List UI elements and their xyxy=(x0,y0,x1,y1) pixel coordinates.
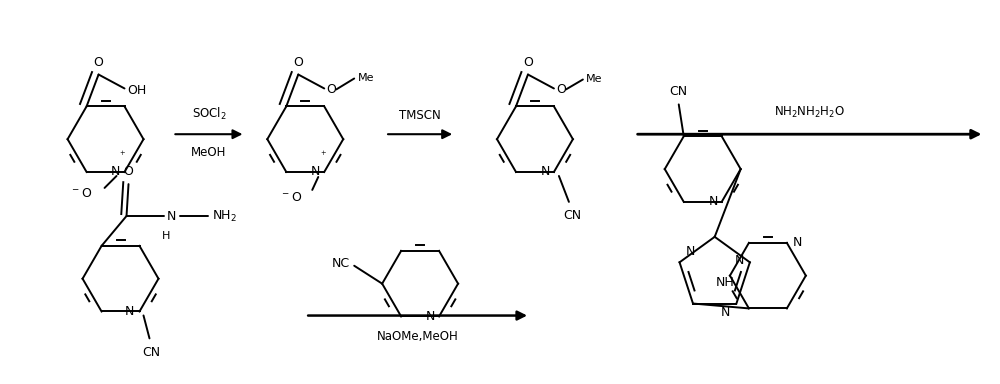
Text: $^-$O: $^-$O xyxy=(70,187,93,200)
Text: H: H xyxy=(162,231,171,241)
Text: $^-$O: $^-$O xyxy=(280,191,302,204)
Text: N: N xyxy=(426,310,435,323)
Text: N: N xyxy=(311,166,320,179)
Text: TMSCN: TMSCN xyxy=(399,109,441,122)
Text: Me: Me xyxy=(586,73,602,83)
Text: OH: OH xyxy=(128,84,147,97)
Text: $^+$: $^+$ xyxy=(118,150,127,160)
Text: N: N xyxy=(541,166,550,179)
Text: NH$_2$NH$_2$H$_2$O: NH$_2$NH$_2$H$_2$O xyxy=(774,105,845,120)
Text: NH$_2$: NH$_2$ xyxy=(212,209,237,223)
Text: O: O xyxy=(523,56,533,68)
Text: N: N xyxy=(721,306,730,318)
Text: CN: CN xyxy=(563,209,581,222)
Text: N: N xyxy=(166,210,176,222)
Text: NH: NH xyxy=(716,276,735,289)
Text: O: O xyxy=(556,83,566,96)
Text: $^+$: $^+$ xyxy=(319,150,327,160)
Text: O: O xyxy=(326,83,336,96)
Text: NC: NC xyxy=(332,257,350,270)
Text: MeOH: MeOH xyxy=(191,146,227,159)
Text: O: O xyxy=(94,56,103,68)
Text: CN: CN xyxy=(670,85,688,98)
Text: Me: Me xyxy=(358,73,375,83)
Text: O: O xyxy=(124,165,133,178)
Text: N: N xyxy=(686,245,695,258)
Text: N: N xyxy=(125,305,135,318)
Text: CN: CN xyxy=(142,346,161,359)
Text: SOCl$_2$: SOCl$_2$ xyxy=(192,106,226,122)
Text: N: N xyxy=(708,195,718,209)
Text: N: N xyxy=(734,254,744,267)
Text: N: N xyxy=(793,236,802,249)
Text: O: O xyxy=(293,56,303,68)
Text: N: N xyxy=(111,166,121,179)
Text: NaOMe,MeOH: NaOMe,MeOH xyxy=(377,329,458,343)
